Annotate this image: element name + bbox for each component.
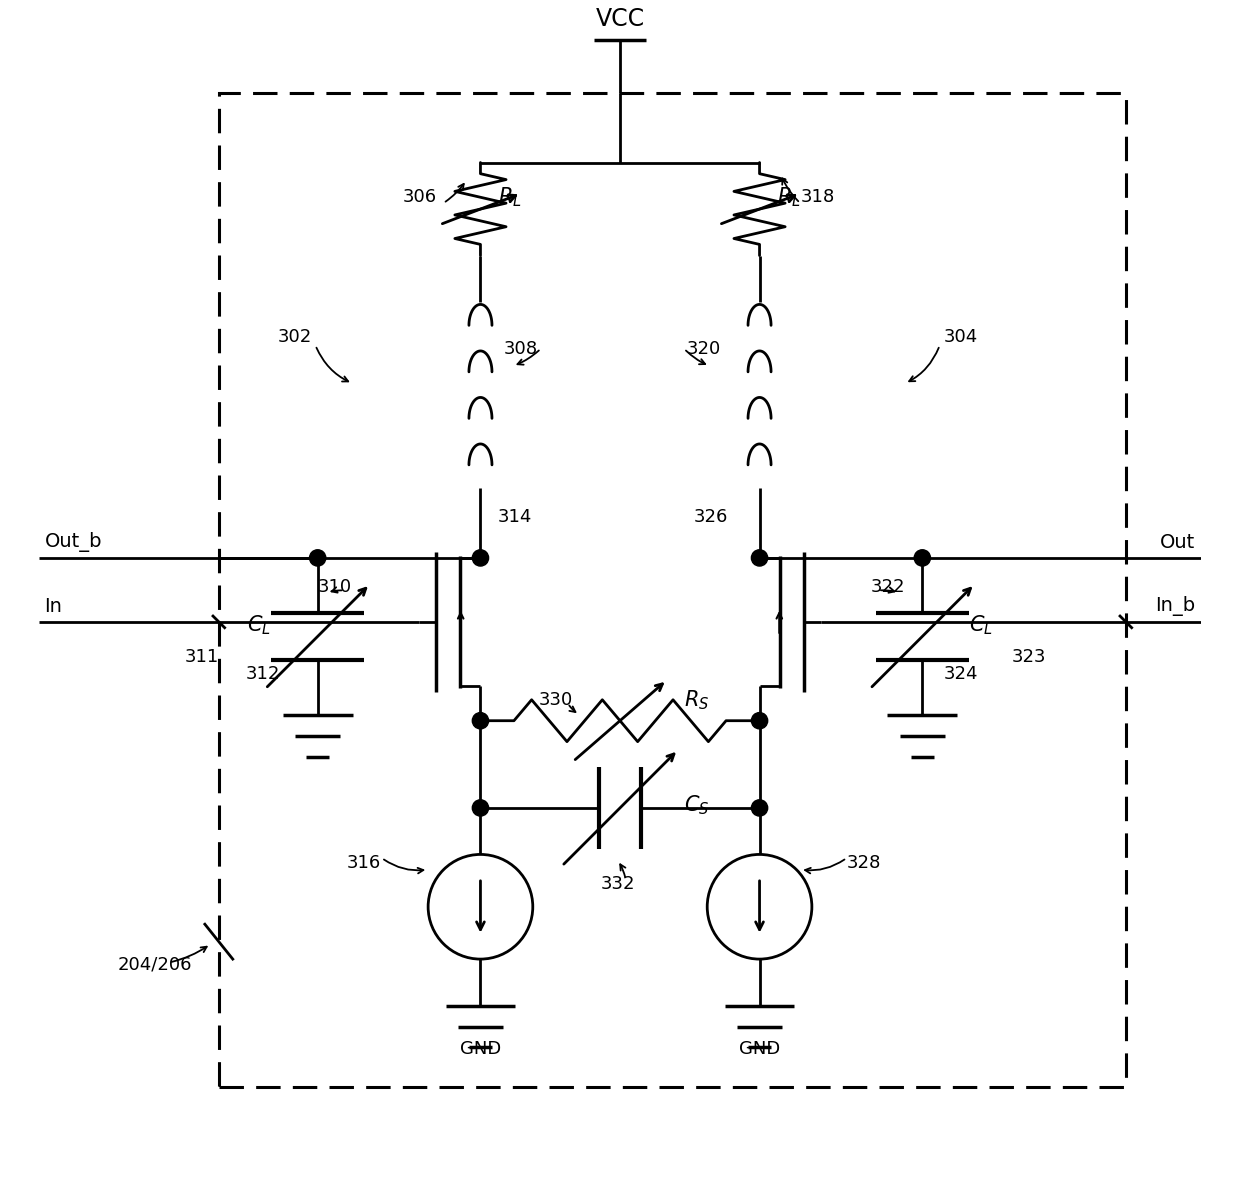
Circle shape: [751, 800, 768, 816]
Circle shape: [914, 550, 930, 566]
Text: 204/206: 204/206: [118, 956, 192, 973]
Text: In: In: [45, 597, 62, 616]
Text: 326: 326: [693, 508, 728, 526]
Text: 324: 324: [944, 665, 978, 683]
Text: 316: 316: [347, 853, 381, 872]
Text: 318: 318: [801, 188, 835, 206]
Text: 312: 312: [246, 665, 280, 683]
Circle shape: [472, 550, 489, 566]
Circle shape: [751, 550, 768, 566]
Text: $R_L$: $R_L$: [777, 186, 801, 210]
Text: GND: GND: [460, 1040, 501, 1058]
Text: 332: 332: [600, 875, 635, 892]
Text: 328: 328: [847, 853, 882, 872]
Circle shape: [472, 800, 489, 816]
Circle shape: [751, 712, 768, 729]
Text: $R_S$: $R_S$: [684, 689, 709, 712]
Text: 314: 314: [498, 508, 532, 526]
Text: 330: 330: [539, 691, 573, 709]
Text: 311: 311: [185, 647, 218, 666]
Text: Out_b: Out_b: [45, 532, 102, 552]
Text: $R_L$: $R_L$: [498, 186, 522, 210]
Text: 323: 323: [1012, 647, 1047, 666]
Text: In_b: In_b: [1156, 596, 1195, 616]
Text: 306: 306: [403, 188, 436, 206]
Text: 302: 302: [278, 328, 311, 346]
Circle shape: [472, 712, 489, 729]
Circle shape: [310, 550, 326, 566]
Text: 310: 310: [317, 578, 352, 596]
Text: GND: GND: [739, 1040, 780, 1058]
Text: $C_L$: $C_L$: [968, 613, 993, 637]
Text: 320: 320: [687, 340, 720, 358]
Text: $C_S$: $C_S$: [684, 793, 709, 817]
Text: $C_L$: $C_L$: [247, 613, 272, 637]
Text: Out: Out: [1161, 533, 1195, 552]
Text: 304: 304: [944, 328, 978, 346]
Text: 308: 308: [505, 340, 538, 358]
Text: 322: 322: [870, 578, 905, 596]
Text: VCC: VCC: [595, 7, 645, 31]
